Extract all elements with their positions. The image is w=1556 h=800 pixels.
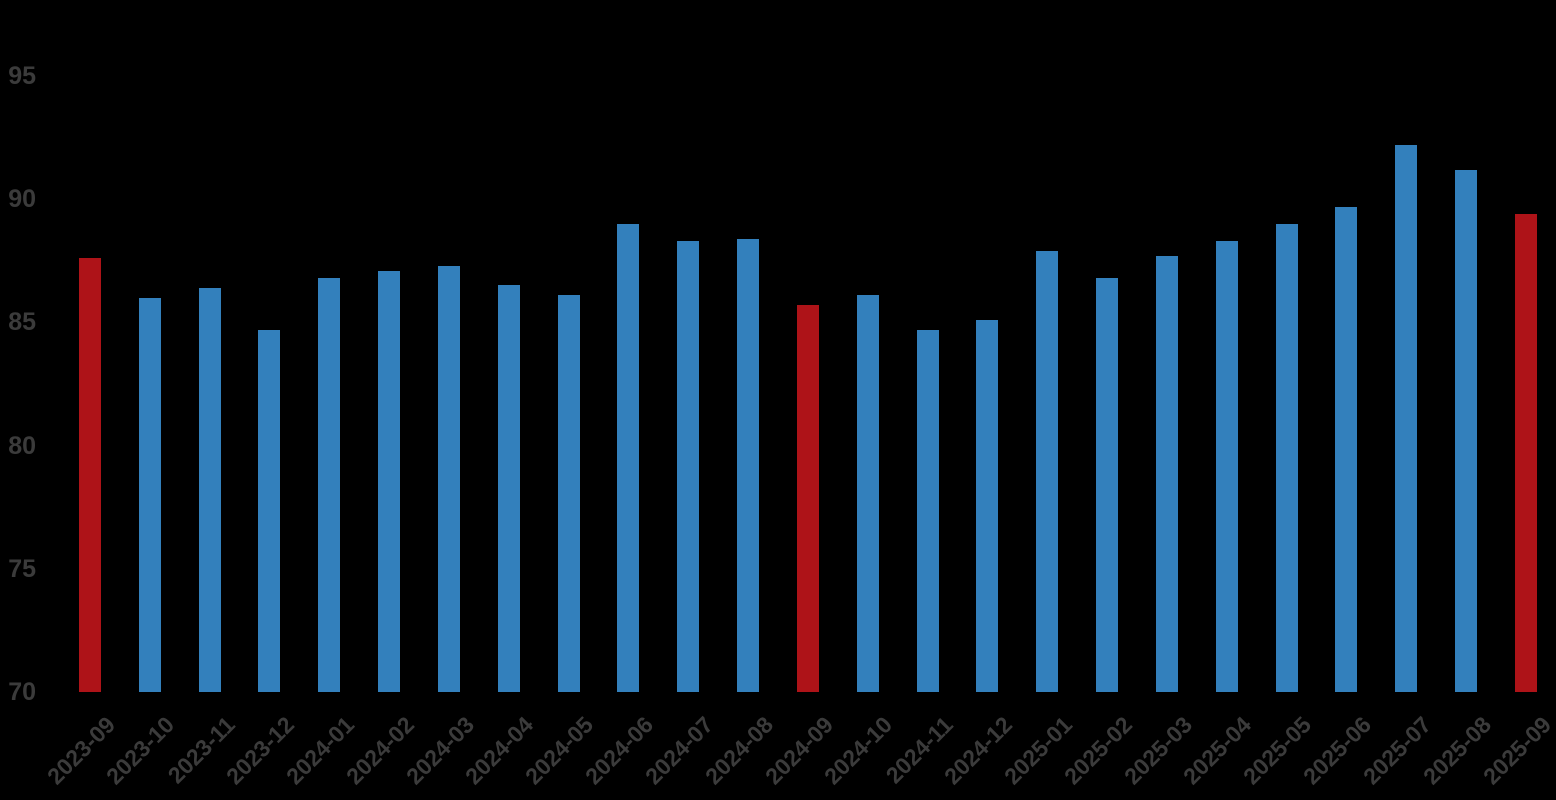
bar-2024-05 bbox=[557, 295, 580, 692]
bar-2024-12 bbox=[976, 319, 999, 692]
y-tick-label-95: 95 bbox=[8, 62, 36, 90]
y-tick-label-80: 80 bbox=[8, 431, 36, 460]
y-tick-label-75: 75 bbox=[8, 554, 36, 583]
bar-2024-06 bbox=[617, 223, 640, 692]
bar-2025-06 bbox=[1335, 206, 1358, 692]
bar-2023-11 bbox=[198, 287, 221, 692]
bar-2025-03 bbox=[1155, 255, 1178, 692]
bar-2023-09 bbox=[79, 258, 101, 692]
bar-2023-10 bbox=[138, 297, 161, 692]
bar-2025-05 bbox=[1275, 223, 1298, 692]
bar-2024-01 bbox=[318, 278, 341, 692]
bar-2025-04 bbox=[1215, 241, 1238, 692]
bar-2024-11 bbox=[916, 329, 939, 692]
y-tick-label-90: 90 bbox=[8, 185, 36, 214]
bar-2024-10 bbox=[856, 295, 879, 692]
bar-2024-03 bbox=[437, 265, 460, 692]
bar-2024-09 bbox=[796, 305, 819, 692]
bar-2024-07 bbox=[677, 241, 700, 692]
bar-2024-04 bbox=[497, 285, 520, 692]
bar-2025-07 bbox=[1395, 144, 1418, 692]
bar-2025-02 bbox=[1096, 278, 1119, 692]
bar-2025-08 bbox=[1455, 169, 1478, 692]
bar-2025-09 bbox=[1514, 213, 1537, 692]
bar-2024-02 bbox=[378, 270, 401, 692]
bar-2023-12 bbox=[258, 329, 281, 692]
bar-2025-01 bbox=[1036, 250, 1059, 692]
y-tick-label-85: 85 bbox=[8, 308, 36, 337]
y-tick-label-70: 70 bbox=[8, 678, 36, 706]
bar-2024-08 bbox=[737, 238, 760, 692]
